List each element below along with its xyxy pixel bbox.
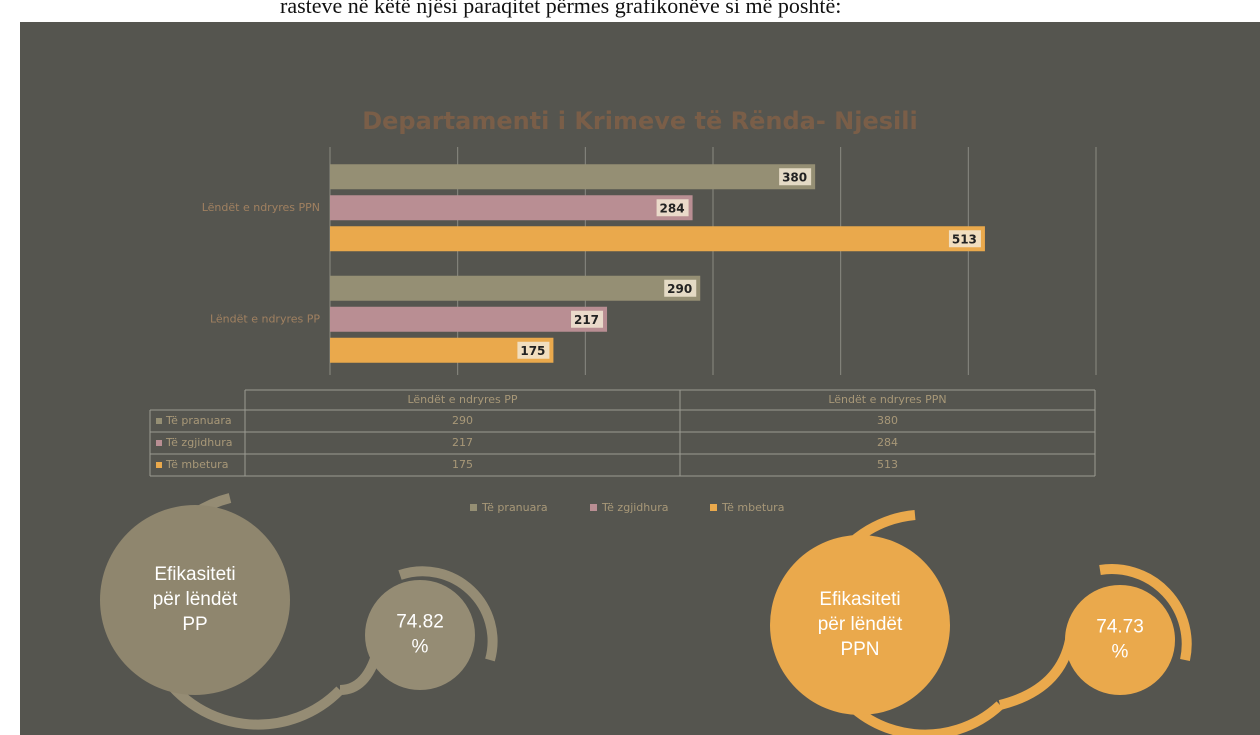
efficiency-text: Efikasiteti për lëndët PP [153,564,238,635]
legend-key [590,504,597,511]
value-label-bg [517,341,550,359]
table-row-label: Të zgjidhura [165,436,233,449]
bar [330,164,816,190]
value-label-bg [779,168,812,186]
value-label: 175 [520,344,545,358]
table-cell: 290 [452,414,473,427]
table-header: Lëndët e ndryres PP [407,393,517,406]
arc [398,566,498,662]
value-label: 290 [667,282,692,296]
bar [330,226,985,252]
small-circle [365,580,475,690]
value-label: 217 [574,313,599,327]
bar [330,275,701,301]
value-label-bg [656,199,689,217]
table-cell: 284 [877,436,898,449]
big-circle [100,505,290,695]
small-circle [1065,585,1175,695]
efficiency-text: 74.82% [396,612,444,658]
bar [330,337,554,363]
efficiency-graphics [100,493,1192,735]
table-cell: 175 [452,458,473,471]
efficiency-text: Efikasiteti për lëndët PPN [818,589,903,660]
legend-label: Të mbetura [721,501,784,514]
table-cell: 217 [452,436,473,449]
legend-label: Të pranuara [481,501,548,514]
legend-key [710,504,717,511]
arc [1099,564,1192,662]
legend-label: Të zgjidhura [601,501,669,514]
value-label: 380 [782,170,807,184]
table-row-label: Të mbetura [165,458,228,471]
legend-key [470,504,477,511]
category-label: Lëndët e ndryres PP [210,312,320,325]
value-label: 284 [660,201,685,215]
efficiency-text: 74.73% [1096,617,1144,663]
value-label-bg [948,230,981,248]
bar [330,195,693,221]
legend: Të pranuara Të zgjidhura Të mbetura [470,501,784,514]
chart-title: Departamenti i Krimeve të Rënda- Njesili [362,107,918,135]
table-cell: 513 [877,458,898,471]
data-table: Lëndët e ndryres PP Lëndët e ndryres PPN T… [149,389,1096,477]
legend-key [156,418,162,424]
category-label: Lëndët e ndryres PPN [202,201,320,214]
value-label-bg [571,310,604,328]
legend-key [156,462,162,468]
bar [330,306,608,332]
table-cell: 380 [877,414,898,427]
table-header: Lëndët e ndryres PPN [828,393,946,406]
table-row-label: Të pranuara [165,414,232,427]
legend-key [156,440,162,446]
value-label-bg [664,279,697,297]
big-circle [770,535,950,715]
intro-text: rasteve në këtë njësi paraqitet përmes g… [280,0,841,18]
value-label: 513 [952,232,977,246]
